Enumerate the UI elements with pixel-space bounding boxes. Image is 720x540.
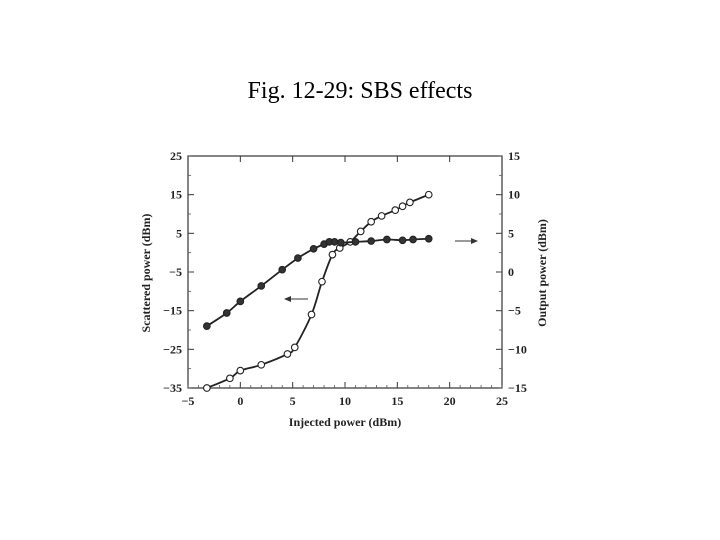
right-y-tick-label: −15	[508, 381, 527, 395]
output-power-point	[351, 237, 360, 246]
scattered-power-point	[406, 198, 414, 207]
output-power-point	[367, 237, 376, 245]
output-power-point	[294, 254, 302, 262]
scattered-power-point	[307, 310, 316, 319]
scattered-power-point	[236, 366, 245, 375]
right-y-tick-label: 15	[508, 149, 520, 163]
output-power-point	[330, 237, 339, 246]
left-y-tick-label: −15	[163, 304, 182, 318]
scattered-power-point	[202, 384, 211, 392]
output-power-point	[424, 234, 433, 243]
output-power-point	[202, 322, 211, 330]
output-power-point	[383, 235, 391, 244]
left-y-tick-label: 5	[176, 226, 182, 240]
output-power-point	[278, 265, 287, 274]
left-y-tick-label: −5	[169, 265, 182, 279]
x-tick-label: 15	[391, 394, 403, 408]
scattered-power-point	[328, 250, 337, 259]
output-power-point	[309, 244, 318, 253]
left-y-tick-label: 25	[170, 149, 182, 163]
scattered-power-point	[283, 350, 292, 358]
right-y-tick-label: 10	[508, 188, 520, 202]
output-power-point	[398, 236, 407, 245]
x-tick-label: 25	[496, 394, 508, 408]
x-axis-label: Injected power (dBm)	[289, 415, 401, 429]
scattered-power-line	[206, 193, 430, 389]
scattered-power-point	[391, 206, 400, 214]
right-axis-arrowhead	[471, 238, 478, 244]
output-power-line	[206, 237, 429, 327]
scattered-power-point	[367, 217, 376, 226]
output-power-point	[409, 235, 417, 244]
output-power-point	[336, 238, 345, 247]
output-power-point	[236, 297, 245, 306]
output-power-point	[222, 309, 231, 317]
left-y-axis-label: Scattered power (dBm)	[139, 214, 153, 333]
x-tick-label: −5	[182, 394, 195, 408]
figure-title: Fig. 12-29: SBS effects	[247, 78, 473, 104]
scattered-power-point	[257, 360, 266, 369]
scattered-power-point	[226, 374, 234, 383]
x-tick-label: 5	[290, 394, 296, 408]
right-y-tick-label: 5	[508, 226, 514, 240]
scattered-power-point	[290, 343, 299, 352]
scattered-power-point	[424, 190, 433, 199]
scattered-power-point	[377, 212, 386, 220]
scattered-power-point	[356, 227, 365, 236]
right-y-tick-label: −10	[508, 342, 527, 356]
x-tick-label: 0	[237, 394, 243, 408]
right-y-axis-label: Output power (dBm)	[535, 219, 549, 327]
scattered-power-point	[318, 277, 326, 286]
x-tick-label: 20	[444, 394, 456, 408]
output-power-point	[257, 282, 266, 290]
plot-frame	[187, 155, 503, 389]
left-y-tick-label: −25	[163, 342, 182, 356]
left-y-tick-label: 15	[170, 188, 182, 202]
right-y-tick-label: 0	[508, 265, 514, 279]
scattered-power-point	[398, 202, 407, 211]
left-y-tick-label: −35	[163, 381, 182, 395]
right-y-tick-label: −5	[508, 304, 521, 318]
left-axis-arrowhead	[284, 296, 291, 302]
x-tick-label: 10	[339, 394, 351, 408]
